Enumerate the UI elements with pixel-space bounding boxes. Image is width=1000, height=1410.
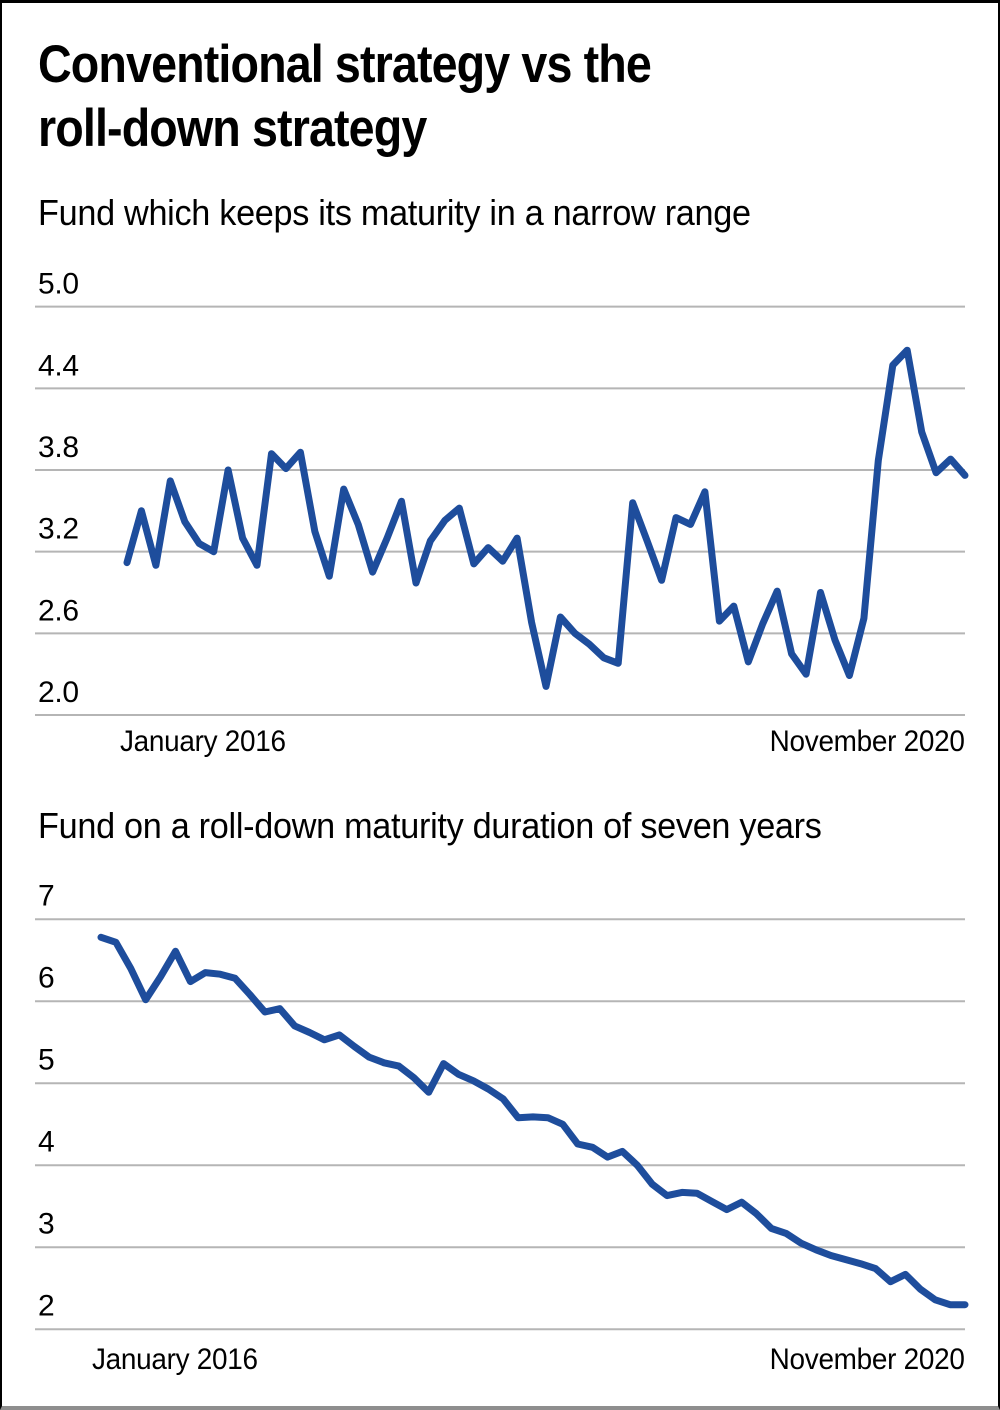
chart1-x-start-label: January 2016 xyxy=(120,725,286,758)
y-tick-label-3: 3 xyxy=(38,1207,54,1240)
page-title-line1: Conventional strategy vs the xyxy=(38,35,652,94)
chart2-x-end-label: November 2020 xyxy=(770,1343,965,1376)
y-tick-label-4.4: 4.4 xyxy=(38,349,79,382)
y-tick-label-2.6: 2.6 xyxy=(38,594,79,627)
chart2-subtitle: Fund on a roll-down maturity duration of… xyxy=(38,805,822,846)
chart2-x-start-label: January 2016 xyxy=(92,1343,258,1376)
data-line xyxy=(123,346,969,690)
y-tick-label-2.0: 2.0 xyxy=(38,676,79,709)
page-title-line2: roll-down strategy xyxy=(38,99,427,158)
narrow-range-chart: 5.0 4.4 3.8 3.2 2.6 2.0 xyxy=(35,268,969,716)
y-tick-label-7: 7 xyxy=(38,879,54,912)
chart2-x-axis: January 2016 November 2020 xyxy=(0,1343,1000,1379)
y-tick-label-2: 2 xyxy=(38,1289,54,1322)
chart1-x-end-label: November 2020 xyxy=(770,725,965,758)
y-tick-label-3.2: 3.2 xyxy=(38,513,79,546)
y-tick-label-5.0: 5.0 xyxy=(38,268,79,301)
y-tick-label-6: 6 xyxy=(38,961,54,994)
y-tick-label-3.8: 3.8 xyxy=(38,431,79,464)
chart1-subtitle: Fund which keeps its maturity in a narro… xyxy=(38,192,751,233)
data-line xyxy=(97,933,969,1309)
chart1-x-axis: January 2016 November 2020 xyxy=(0,725,1000,761)
y-tick-label-4: 4 xyxy=(38,1125,54,1158)
page-title: Conventional strategy vs the roll-down s… xyxy=(38,33,777,161)
roll-down-chart: 7 6 5 4 3 2 xyxy=(35,879,969,1331)
y-tick-label-5: 5 xyxy=(38,1043,54,1076)
